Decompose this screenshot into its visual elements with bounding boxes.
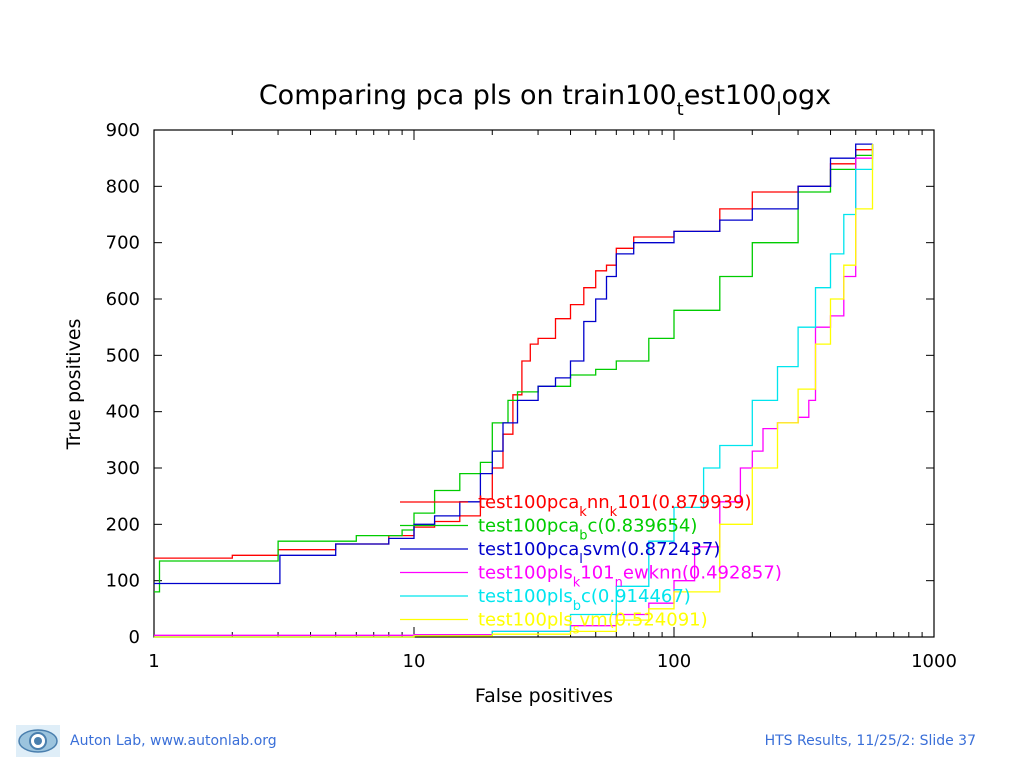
y-axis-label: True positives bbox=[63, 319, 85, 451]
y-tick-label: 100 bbox=[106, 571, 140, 592]
legend-label-6: test100plssvm(0.524091) bbox=[478, 610, 708, 638]
legend-label-5: test100plsbc(0.914467) bbox=[478, 586, 691, 614]
plot-frame bbox=[153, 129, 935, 638]
axis-ticks: 0 100 200 300 400 500 600 700 800 900 1 10 100 1000 bbox=[106, 120, 957, 672]
x-tick-label: 10 bbox=[403, 651, 426, 672]
series-lines bbox=[154, 143, 874, 638]
y-tick-label: 500 bbox=[106, 345, 140, 366]
y-tick-label: 600 bbox=[106, 289, 140, 310]
y-tick-label: 700 bbox=[106, 233, 140, 254]
legend: test100pcaknnk101(0.879939)test100pcabc(… bbox=[400, 492, 782, 637]
x-tick-label: 1 bbox=[148, 651, 159, 672]
x-tick-label: 100 bbox=[657, 651, 691, 672]
legend-label-1: test100pcaknnk101(0.879939) bbox=[478, 492, 751, 520]
legend-label-3: test100pcalsvm(0.872437) bbox=[478, 539, 720, 567]
eye-logo-icon bbox=[16, 725, 60, 757]
legend-label-4: test100plsk101newknn(0.492857) bbox=[478, 563, 782, 591]
series-line-5 bbox=[154, 144, 874, 638]
series-line-3 bbox=[154, 143, 873, 585]
footer-left-text: Auton Lab, www.autonlab.org bbox=[70, 733, 277, 749]
series-line-6 bbox=[154, 144, 874, 638]
footer-right-text: HTS Results, 11/25/2: Slide 37 bbox=[764, 733, 976, 749]
y-tick-label: 400 bbox=[106, 402, 140, 423]
y-tick-label: 300 bbox=[106, 458, 140, 479]
x-tick-label: 1000 bbox=[911, 651, 957, 672]
y-tick-label: 0 bbox=[129, 627, 140, 648]
legend-label-2: test100pcabc(0.839654) bbox=[478, 516, 697, 544]
chart-title: Comparing pca pls on train100test100logx bbox=[259, 80, 831, 120]
y-tick-label: 200 bbox=[106, 514, 140, 535]
y-tick-label: 900 bbox=[106, 120, 140, 141]
y-tick-label: 800 bbox=[106, 176, 140, 197]
x-axis-label: False positives bbox=[475, 685, 613, 707]
